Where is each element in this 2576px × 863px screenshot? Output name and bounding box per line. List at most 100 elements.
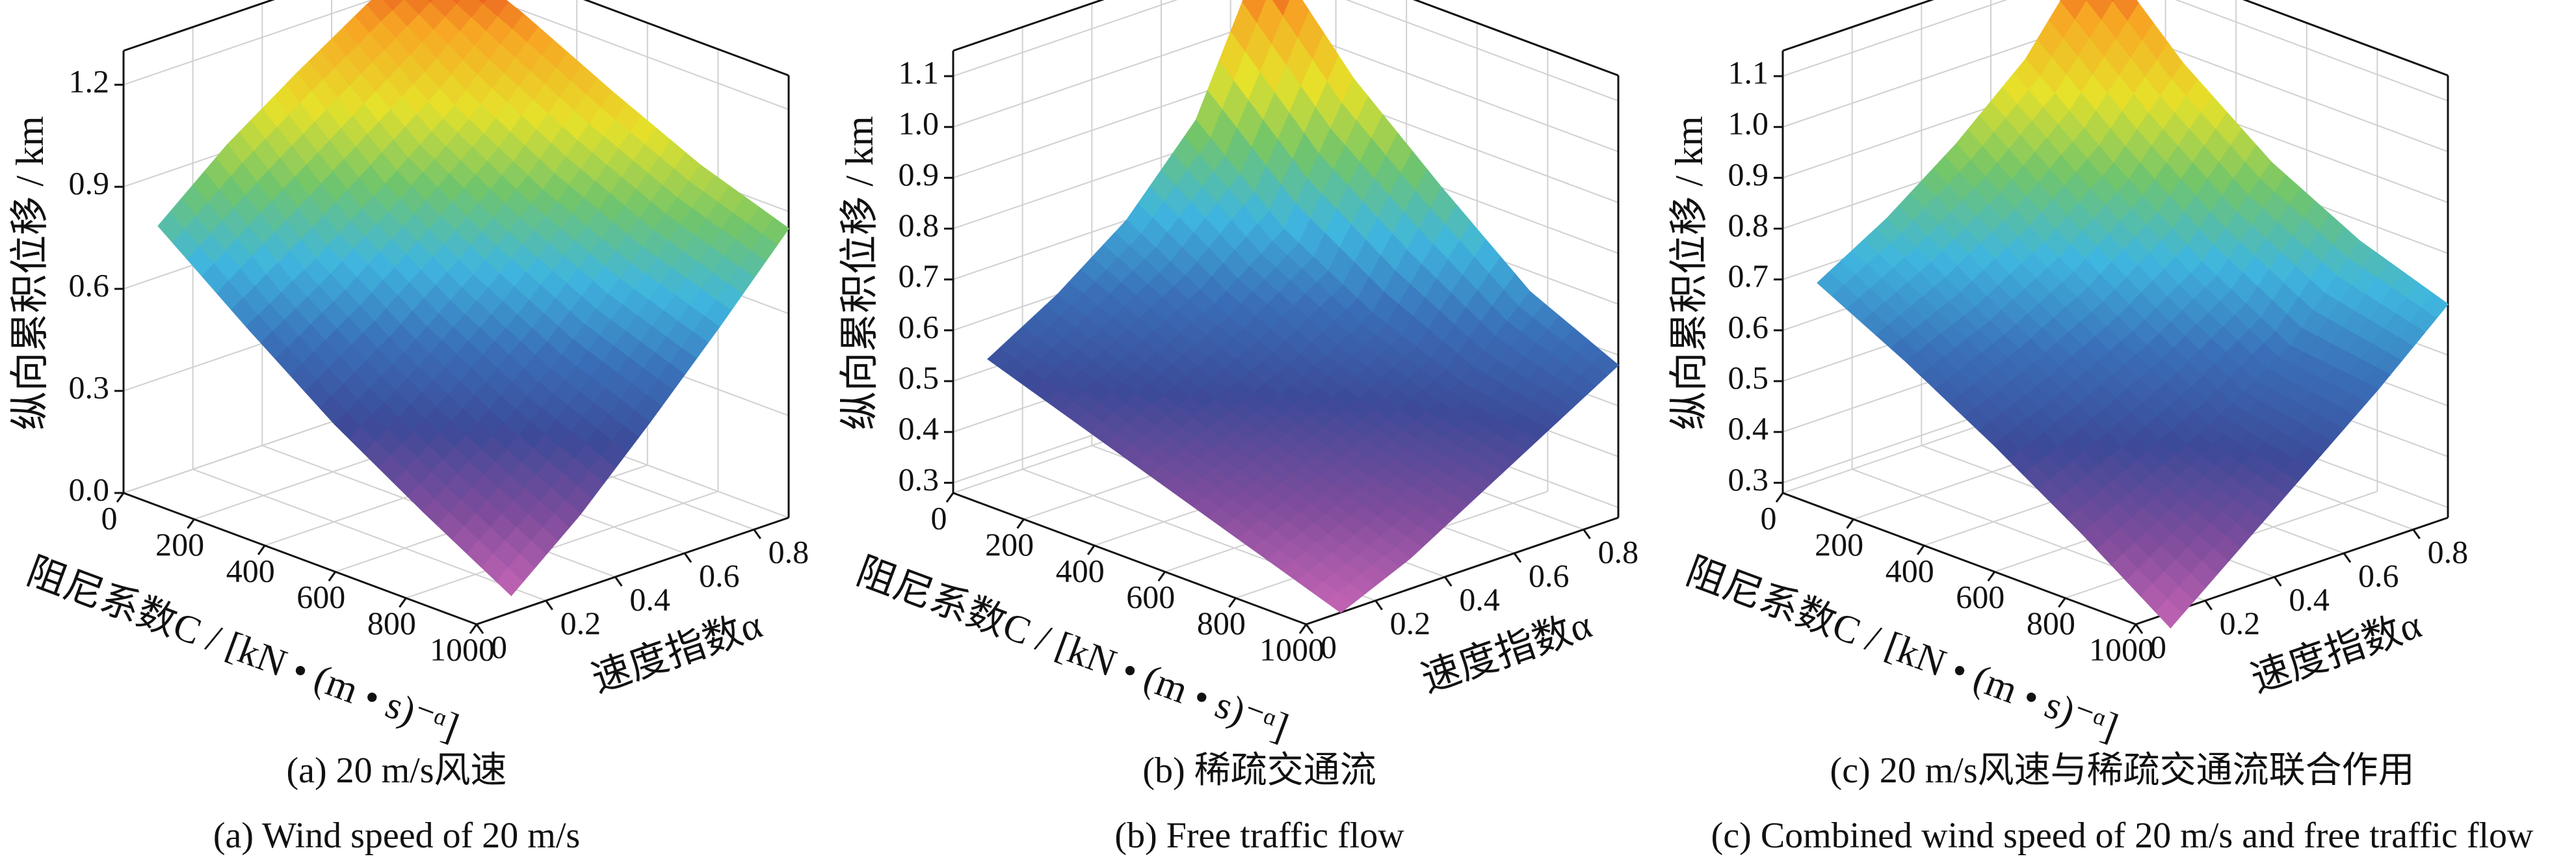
tick-mark [1374,600,1383,611]
x-tick-label: 600 [1956,579,2004,615]
x-tick-label: 400 [226,552,275,589]
surface-patch [495,567,524,596]
axis-line [476,516,789,626]
z-tick-label: 0.8 [1728,207,1769,243]
tick-mark [1775,492,1784,503]
panel: 0.0 0.3 0.6 0.9 1.2 0 0.2 0.4 0.6 0.8 0 200 400 600 80… [8,0,809,856]
grid-line [953,20,1266,128]
y-tick-label: 0.8 [2428,534,2469,570]
x-tick-label: 200 [155,526,204,563]
grid-line [1782,0,2008,77]
tick-mark [2135,624,2144,634]
grid-line [1345,0,1619,102]
x-tick-label: 400 [1886,552,1934,589]
x-tick-label: 800 [367,605,416,641]
axis-line [1412,0,1619,77]
z-tick-label: 1.0 [1728,105,1769,142]
z-tick-label: 0.5 [1728,360,1769,396]
tick-mark [116,492,125,503]
axis-line [1306,516,1619,626]
tick-mark [1305,624,1314,634]
x-tick-label: 1000 [430,631,495,667]
z-tick-label: 0.6 [899,308,940,345]
tick-mark [2128,624,2137,634]
panel: 0.3 0.4 0.5 0.6 0.7 0.8 0.9 1.0 1.1 0 0.2 0.4 0.6 0.8… [1668,0,2534,856]
y-tick-label: 0.2 [2220,605,2261,641]
x-tick-label: 400 [1056,552,1105,589]
tick-mark [469,624,478,634]
x-tick-label: 200 [1815,526,1863,563]
tick-mark [1298,624,1308,634]
tick-mark [2204,600,2213,611]
y-tick-label: 0.8 [1598,534,1639,570]
x-tick-label: 0 [1761,499,1777,536]
axis-line [1782,0,1934,52]
grid-line [953,0,1178,77]
grid-line [2175,0,2449,102]
z-tick-label: 1.2 [69,63,110,100]
y-tick-label: 0.4 [2289,581,2330,618]
z-tick-label: 0.3 [1728,461,1769,498]
tick-mark [945,492,954,503]
y-tick-label: 0.2 [1390,605,1431,641]
y-axis-label: 速度指数α [586,603,767,700]
tick-mark [328,571,337,582]
tick-mark [2058,597,2066,608]
caption-english: (a) Wind speed of 20 m/s [213,816,580,856]
tick-mark [545,600,553,611]
x-tick-label: 800 [2027,605,2075,641]
tick-mark [1157,571,1166,582]
caption-english: (b) Free traffic flow [1114,816,1404,856]
axis-line [123,492,477,626]
z-tick-label: 0.5 [899,360,940,396]
z-tick-label: 1.0 [899,105,940,142]
tick-mark [1513,552,1522,563]
y-tick-label: 0.8 [769,534,809,570]
surface-patch [2155,598,2183,629]
tick-mark [1228,597,1237,608]
tick-mark [1016,518,1025,529]
tick-mark [1444,576,1452,587]
x-tick-label: 800 [1197,605,1246,641]
x-tick-label: 0 [101,499,118,536]
tick-mark [399,597,407,608]
z-tick-label: 0.8 [899,207,940,243]
tick-mark [1987,571,1996,582]
y-tick-label: 0 [2150,628,2166,665]
panel: 0.3 0.4 0.5 0.6 0.7 0.8 0.9 1.0 1.1 0 0.2 0.4 0.6 0.8… [838,0,1638,856]
z-tick-label: 0.7 [899,258,940,294]
y-axis-label: 速度指数α [2246,603,2426,700]
z-tick-label: 0.9 [899,156,940,193]
y-tick-label: 0.6 [699,557,740,594]
grid-line [192,468,547,602]
z-axis-label: 纵向累积位移 / km [838,116,881,430]
x-tick-label: 600 [1126,579,1175,615]
x-tick-label: 0 [931,499,947,536]
caption: (a) 20 m/s风速 [286,750,506,791]
z-tick-label: 0.9 [69,165,110,202]
y-tick-label: 0.4 [629,581,670,618]
tick-mark [1086,544,1096,555]
tick-mark [753,529,761,540]
caption: (b) 稀疏交通流 [1142,750,1376,791]
z-tick-label: 0.3 [69,369,110,406]
grid-line [123,0,374,86]
y-tick-label: 0.6 [1529,557,1570,594]
x-tick-label: 200 [985,526,1034,563]
grid-line [492,0,789,111]
surface-patch [426,0,434,4]
axis-line [123,0,275,52]
x-tick-label: 1000 [2089,631,2154,667]
tick-mark [2412,529,2421,540]
tick-mark [1916,544,1925,555]
x-tick-label: 600 [296,579,345,615]
z-tick-label: 0.3 [899,461,940,498]
z-tick-label: 0.6 [1728,308,1769,345]
y-tick-label: 0 [491,628,507,665]
tick-mark [187,518,195,529]
tick-mark [2343,552,2352,563]
tick-mark [614,576,623,587]
z-tick-label: 0.0 [69,471,110,507]
x-tick-label: 1000 [1259,631,1324,667]
